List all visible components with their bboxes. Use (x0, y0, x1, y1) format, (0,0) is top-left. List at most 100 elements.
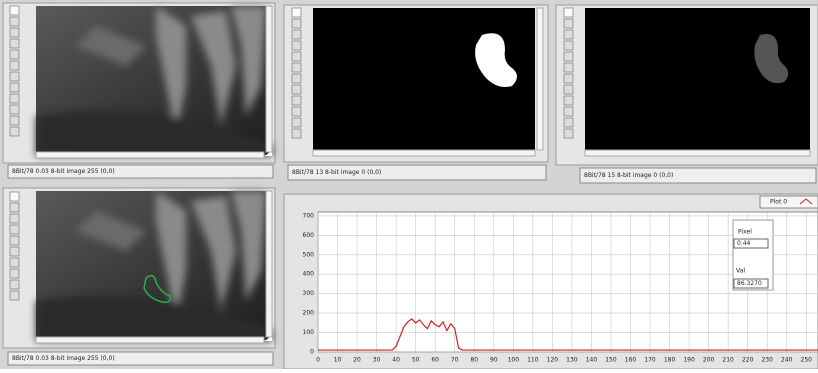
scrollbar[interactable] (36, 152, 264, 158)
x-tick-label: 30 (373, 357, 381, 364)
status-text: 8Bit/78 13 8-bit image 0 (0,0) (292, 169, 381, 176)
scrollbar[interactable] (266, 191, 272, 337)
x-tick-label: 150 (605, 357, 617, 364)
readout-label: Pixel (738, 229, 752, 236)
tool-button[interactable] (564, 129, 573, 138)
tool-button[interactable] (10, 280, 19, 289)
x-tick-label: 190 (683, 357, 695, 364)
x-tick-label: 50 (412, 357, 420, 364)
readout-value: 0.44 (737, 240, 751, 247)
x-tick-label: 90 (490, 357, 498, 364)
tool-button[interactable] (564, 8, 573, 17)
readout-value: 86.3270 (737, 280, 762, 287)
tool-button[interactable] (10, 28, 19, 37)
image-panel: 8Bit/78 13 8-bit image 0 (0,0) (284, 5, 548, 180)
y-tick-label: 700 (303, 212, 315, 219)
tool-button[interactable] (10, 61, 19, 70)
scrollbar[interactable] (585, 150, 810, 156)
tool-button[interactable] (292, 74, 301, 83)
y-tick-label: 300 (303, 290, 315, 297)
x-tick-label: 110 (527, 357, 539, 364)
readout: Pixel 0.44 Val 86.3270 (733, 220, 773, 290)
x-tick-label: 210 (722, 357, 734, 364)
x-tick-label: 180 (664, 357, 676, 364)
tool-button[interactable] (10, 105, 19, 114)
tool-button[interactable] (564, 74, 573, 83)
image-panel: 8Bit/78 15 8-bit image 0 (0,0) (556, 5, 818, 183)
legend-text: Plot 0 (770, 199, 787, 206)
tool-button[interactable] (10, 269, 19, 278)
tool-button[interactable] (564, 118, 573, 127)
tool-button[interactable] (292, 52, 301, 61)
y-tick-label: 400 (303, 271, 315, 278)
x-tick-label: 130 (566, 357, 578, 364)
x-tick-label: 40 (392, 357, 400, 364)
tool-button[interactable] (564, 63, 573, 72)
status-text: 8Bit/78 0.03 8-bit image 255 (0,0) (12, 355, 115, 362)
tool-button[interactable] (10, 203, 19, 212)
tool-button[interactable] (10, 247, 19, 256)
x-tick-label: 240 (781, 357, 793, 364)
status-text: 8Bit/78 0.03 8-bit image 255 (0,0) (12, 168, 115, 175)
tool-button[interactable] (564, 96, 573, 105)
image-panel: 8Bit/78 0.03 8-bit image 255 (0,0) (3, 3, 275, 178)
x-tick-label: 20 (353, 357, 361, 364)
tool-button[interactable] (564, 52, 573, 61)
tool-button[interactable] (10, 83, 19, 92)
tool-button[interactable] (564, 41, 573, 50)
tool-button[interactable] (292, 30, 301, 39)
x-tick-label: 250 (801, 357, 813, 364)
tool-button[interactable] (564, 85, 573, 94)
image-panel: 8Bit/78 0.03 8-bit image 255 (0,0) (3, 188, 275, 365)
tool-button[interactable] (10, 258, 19, 267)
tool-button[interactable] (564, 19, 573, 28)
tool-button[interactable] (292, 41, 301, 50)
tool-button[interactable] (292, 129, 301, 138)
tool-button[interactable] (10, 50, 19, 59)
tool-button[interactable] (292, 107, 301, 116)
x-tick-label: 200 (703, 357, 715, 364)
x-tick-label: 80 (470, 357, 478, 364)
y-tick-label: 0 (310, 349, 314, 356)
status-text: 8Bit/78 15 8-bit image 0 (0,0) (584, 172, 673, 179)
tool-button[interactable] (10, 72, 19, 81)
tool-button[interactable] (292, 96, 301, 105)
tool-button[interactable] (564, 30, 573, 39)
tool-button[interactable] (564, 107, 573, 116)
scrollbar[interactable] (537, 8, 543, 150)
tool-button[interactable] (10, 6, 19, 15)
scrollbar[interactable] (266, 6, 272, 152)
x-tick-label: 10 (334, 357, 342, 364)
x-tick-label: 100 (508, 357, 520, 364)
y-tick-label: 100 (303, 329, 315, 336)
tool-button[interactable] (10, 39, 19, 48)
x-tick-label: 140 (586, 357, 598, 364)
tool-button[interactable] (10, 236, 19, 245)
screen: 8Bit/78 0.03 8-bit image 255 (0,0) 8Bit/… (0, 0, 818, 369)
x-tick-label: 230 (761, 357, 773, 364)
x-tick-label: 220 (742, 357, 754, 364)
x-tick-label: 160 (625, 357, 637, 364)
tool-button[interactable] (10, 94, 19, 103)
scrollbar[interactable] (36, 337, 264, 343)
tool-button[interactable] (292, 118, 301, 127)
tool-button[interactable] (10, 225, 19, 234)
tool-button[interactable] (10, 127, 19, 136)
tool-button[interactable] (10, 214, 19, 223)
tool-button[interactable] (292, 63, 301, 72)
tool-button[interactable] (10, 291, 19, 300)
y-tick-label: 500 (303, 251, 315, 258)
x-tick-label: 0 (316, 357, 320, 364)
tool-button[interactable] (10, 192, 19, 201)
x-tick-label: 120 (547, 357, 559, 364)
x-tick-label: 70 (451, 357, 459, 364)
scrollbar[interactable] (313, 150, 535, 156)
y-tick-label: 200 (303, 310, 315, 317)
tool-button[interactable] (10, 17, 19, 26)
y-tick-label: 600 (303, 232, 315, 239)
readout-label: Val (736, 268, 745, 275)
tool-button[interactable] (10, 116, 19, 125)
tool-button[interactable] (292, 8, 301, 17)
tool-button[interactable] (292, 85, 301, 94)
tool-button[interactable] (292, 19, 301, 28)
